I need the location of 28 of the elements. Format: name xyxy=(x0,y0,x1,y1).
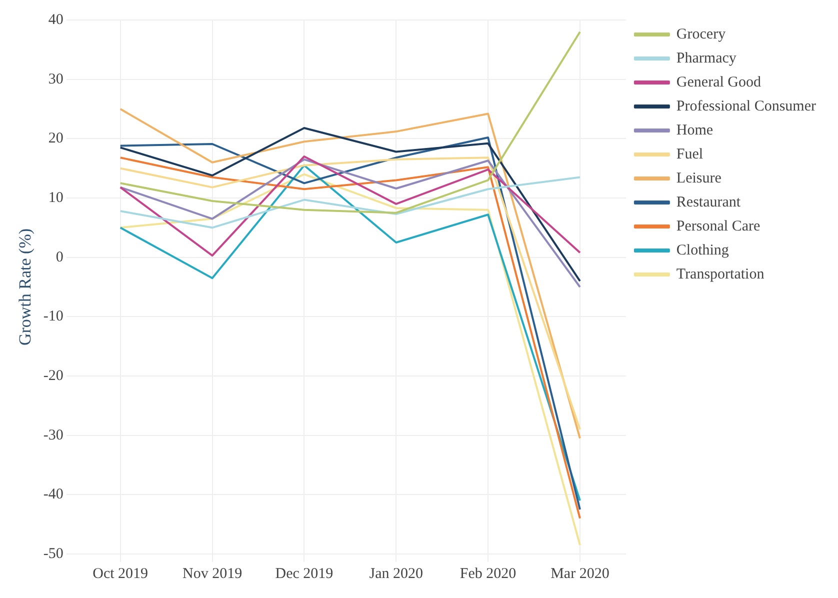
y-tick-label: -30 xyxy=(43,427,64,444)
x-tick-label: Jan 2020 xyxy=(369,566,423,582)
x-tick-label: Feb 2020 xyxy=(460,566,516,582)
legend-label: Pharmacy xyxy=(676,50,737,66)
y-tick-label: -40 xyxy=(43,486,64,503)
x-tick-label: Nov 2019 xyxy=(182,566,242,582)
y-tick-label: 30 xyxy=(48,71,64,88)
legend-label: Professional Consumer xyxy=(676,98,816,114)
y-tick-label: -10 xyxy=(43,308,64,325)
legend-label: Restaurant xyxy=(676,194,742,210)
legend-label: Fuel xyxy=(676,146,704,162)
y-axis-title: Growth Rate (%) xyxy=(16,228,35,346)
x-tick-label: Dec 2019 xyxy=(275,566,334,582)
legend-label: Transportation xyxy=(676,266,765,282)
legend-label: Leisure xyxy=(676,170,722,186)
y-tick-label: -20 xyxy=(43,368,64,384)
y-tick-label: -50 xyxy=(43,546,64,562)
legend-label: Personal Care xyxy=(676,218,760,234)
legend-label: Grocery xyxy=(676,26,726,42)
y-tick-label: 40 xyxy=(48,12,64,28)
x-tick-label: Oct 2019 xyxy=(92,566,148,582)
y-tick-label: 10 xyxy=(48,190,64,206)
y-tick-label: 20 xyxy=(48,130,64,147)
legend-label: Home xyxy=(676,122,714,138)
legend-label: General Good xyxy=(676,74,762,90)
x-tick-label: Mar 2020 xyxy=(550,566,610,582)
y-tick-label: 0 xyxy=(56,249,64,266)
legend-label: Clothing xyxy=(676,242,730,258)
